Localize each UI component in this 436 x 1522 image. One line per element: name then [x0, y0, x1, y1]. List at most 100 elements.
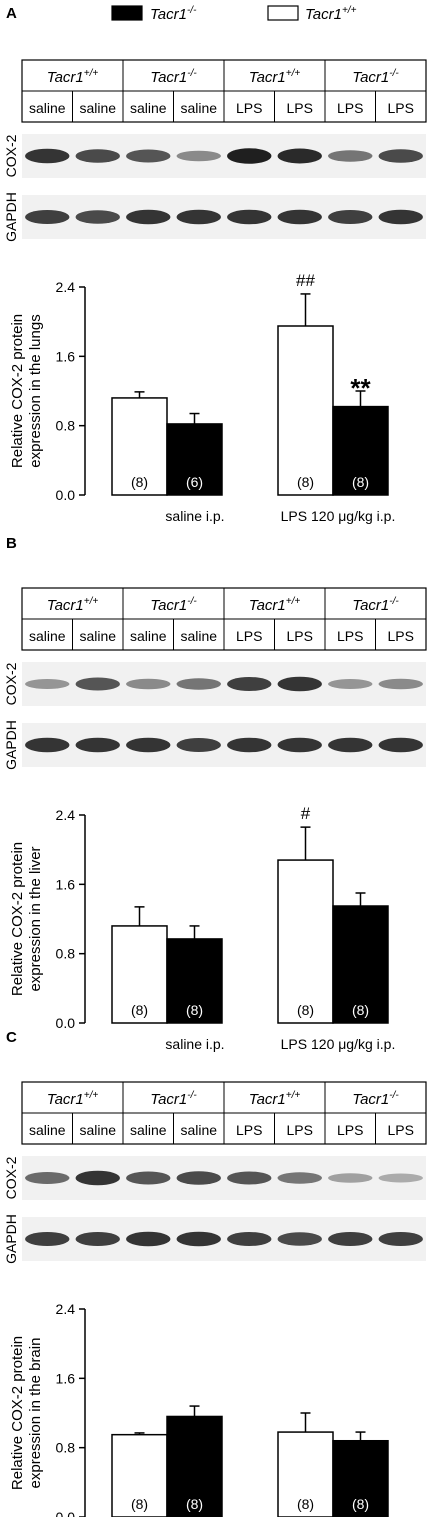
legend-label-wildtype-sup: +/+ [342, 5, 357, 16]
bar [111, 1433, 168, 1518]
y-axis-label-line: expression in the brain [27, 1338, 44, 1489]
y-tick-label: 1.6 [56, 1370, 76, 1386]
blot-band [378, 209, 423, 225]
genotype-label: Tacr1-/- [352, 1090, 399, 1108]
lane-label: saline [29, 628, 66, 644]
blot-band [227, 148, 272, 164]
significance-annotation: ** [350, 373, 371, 403]
y-axis-label-line: expression in the liver [27, 846, 44, 991]
blot-band [176, 678, 221, 690]
n-label: (8) [186, 1002, 203, 1018]
lane-label: LPS [287, 1122, 313, 1138]
genotype-label: Tacr1+/+ [47, 596, 99, 614]
n-label: (6) [186, 474, 203, 490]
y-axis-label-line: Relative COX-2 protein [9, 842, 26, 996]
panel-b: Tacr1+/+ Tacr1-/- Tacr1+/+ Tacr1-/-saline sa… [3, 587, 427, 1052]
y-tick-label: 2.4 [56, 1301, 76, 1317]
blot-band [227, 209, 272, 225]
genotype-sup: -/- [187, 596, 197, 607]
group-label: saline i.p. [165, 508, 224, 524]
n-label: (8) [297, 1496, 314, 1512]
blot-band [75, 737, 120, 753]
blot-band [378, 1173, 423, 1183]
bar [166, 938, 223, 1024]
bar-chart-a: 0.0 0.8 1.6 2.4 Relative COX-2 proteinexpres… [9, 271, 395, 524]
genotype-sup: -/- [389, 68, 399, 79]
y-tick-label: 1.6 [56, 348, 76, 364]
panel-label-a: A [6, 5, 17, 22]
legend-swatch-knockout [111, 5, 143, 21]
y-tick-label: 0.8 [56, 946, 76, 962]
blot-band [227, 737, 272, 753]
blot-band [126, 1171, 171, 1185]
genotype-name: Tacr1 [352, 597, 389, 614]
n-label: (8) [297, 474, 314, 490]
bar [332, 1439, 389, 1518]
y-tick-label: 1.6 [56, 876, 76, 892]
lane-label: LPS [337, 628, 363, 644]
blot-band [176, 209, 221, 225]
blot-band [126, 678, 171, 690]
legend: Tacr1-/- Tacr1+/+ [111, 5, 357, 23]
legend-label-knockout-sup: -/- [187, 5, 197, 16]
significance-annotation: ## [296, 271, 315, 290]
blot-band [227, 1171, 272, 1185]
blot-band [328, 1173, 373, 1183]
blot-band [378, 737, 423, 753]
genotype-label: Tacr1-/- [352, 596, 399, 614]
genotype-label: Tacr1-/- [150, 68, 197, 86]
genotype-sup: +/+ [84, 596, 99, 607]
blot-band [126, 209, 171, 225]
blot-band [227, 1232, 272, 1246]
genotype-label: Tacr1-/- [352, 68, 399, 86]
blot-band [277, 1232, 322, 1246]
blot-header-table-a: Tacr1+/+ Tacr1-/- Tacr1+/+ Tacr1-/-saline sa… [21, 59, 427, 123]
blot-band [328, 210, 373, 224]
genotype-sup: +/+ [286, 596, 301, 607]
blot-cox-2-c: COX-2 [3, 1156, 426, 1200]
genotype-label: Tacr1+/+ [47, 1090, 99, 1108]
n-label: (8) [352, 1496, 369, 1512]
blot-band [378, 1232, 423, 1246]
panel-c: Tacr1+/+ Tacr1-/- Tacr1+/+ Tacr1-/-saline sa… [3, 1081, 427, 1522]
blot-band [75, 677, 120, 691]
bar [166, 1415, 223, 1518]
genotype-sup: +/+ [84, 68, 99, 79]
blot-band [176, 1171, 221, 1185]
blot-band [378, 149, 423, 163]
blot-header-table-c: Tacr1+/+ Tacr1-/- Tacr1+/+ Tacr1-/-saline sa… [21, 1081, 427, 1145]
legend-swatch-wildtype [267, 5, 299, 21]
n-label: (8) [131, 474, 148, 490]
y-axis-label-line: Relative COX-2 protein [9, 314, 26, 468]
blot-row-label: COX-2 [3, 1156, 19, 1199]
blot-band [75, 1170, 120, 1186]
blot-band [176, 1231, 221, 1247]
blot-band [328, 1232, 373, 1246]
blot-band [25, 737, 70, 753]
blot-band [328, 737, 373, 753]
lane-label: LPS [388, 100, 414, 116]
y-axis-label: Relative COX-2 proteinexpression in the … [9, 314, 44, 468]
y-tick-label: 2.4 [56, 279, 76, 295]
genotype-name: Tacr1 [249, 1091, 286, 1108]
blot-band [176, 150, 221, 162]
blot-band [277, 148, 322, 164]
lane-label: LPS [287, 628, 313, 644]
genotype-sup: +/+ [286, 68, 301, 79]
n-label: (8) [131, 1496, 148, 1512]
lane-label: saline [130, 100, 167, 116]
lane-label: LPS [236, 100, 262, 116]
n-label: (8) [352, 1002, 369, 1018]
group-label: LPS 120 μg/kg i.p. [281, 1036, 396, 1052]
lane-label: saline [180, 100, 217, 116]
blot-band [277, 737, 322, 753]
significance-annotation: # [301, 804, 311, 823]
y-tick-label: 2.4 [56, 807, 76, 823]
blot-row-label: GAPDH [3, 720, 19, 770]
blot-row-label: GAPDH [3, 1214, 19, 1264]
lane-label: saline [79, 1122, 116, 1138]
blot-cox-2-a: COX-2 [3, 134, 426, 178]
blot-band [126, 149, 171, 163]
blot-row-label: COX-2 [3, 134, 19, 177]
genotype-name: Tacr1 [352, 69, 389, 86]
